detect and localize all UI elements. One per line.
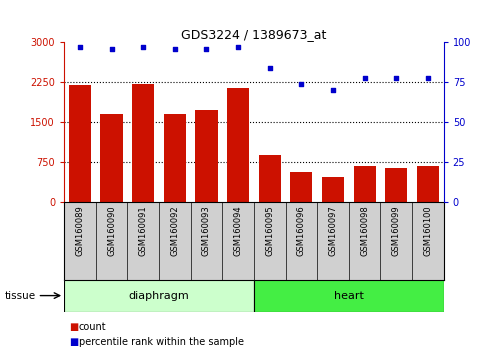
Bar [64,280,254,312]
Bar [195,110,217,202]
Point [76,45,84,50]
Text: GSM160090: GSM160090 [107,206,116,256]
Text: count: count [79,322,106,332]
Text: GSM160097: GSM160097 [328,206,338,256]
Bar [259,155,281,202]
Point [203,46,211,52]
Point [234,45,242,50]
Point [107,46,115,52]
Point [424,75,432,80]
Text: GSM160094: GSM160094 [234,206,243,256]
Bar [290,172,313,202]
Bar [254,280,444,312]
Text: heart: heart [334,291,364,301]
Text: GSM160098: GSM160098 [360,206,369,256]
Text: diaphragm: diaphragm [129,291,189,301]
Title: GDS3224 / 1389673_at: GDS3224 / 1389673_at [181,28,326,41]
Bar [227,88,249,202]
Text: GSM160093: GSM160093 [202,206,211,256]
Point [329,87,337,93]
Point [297,81,305,87]
Text: ■: ■ [69,322,78,332]
Text: ■: ■ [69,337,78,347]
Text: tissue: tissue [5,291,36,301]
Text: GSM160099: GSM160099 [392,206,401,256]
Text: GSM160091: GSM160091 [139,206,148,256]
Point [171,46,179,52]
Text: GSM160100: GSM160100 [423,206,432,256]
Text: GSM160096: GSM160096 [297,206,306,256]
Bar [353,166,376,202]
Text: GSM160095: GSM160095 [265,206,274,256]
Bar [385,167,407,202]
Text: GSM160092: GSM160092 [170,206,179,256]
Bar [101,114,123,202]
Bar [164,114,186,202]
Point [392,75,400,80]
Point [361,75,369,80]
Text: GSM160089: GSM160089 [75,206,84,256]
Bar [322,177,344,202]
Bar [417,166,439,202]
Point [266,65,274,71]
Text: percentile rank within the sample: percentile rank within the sample [79,337,244,347]
Point [139,45,147,50]
Bar [132,84,154,202]
Bar [69,85,91,202]
